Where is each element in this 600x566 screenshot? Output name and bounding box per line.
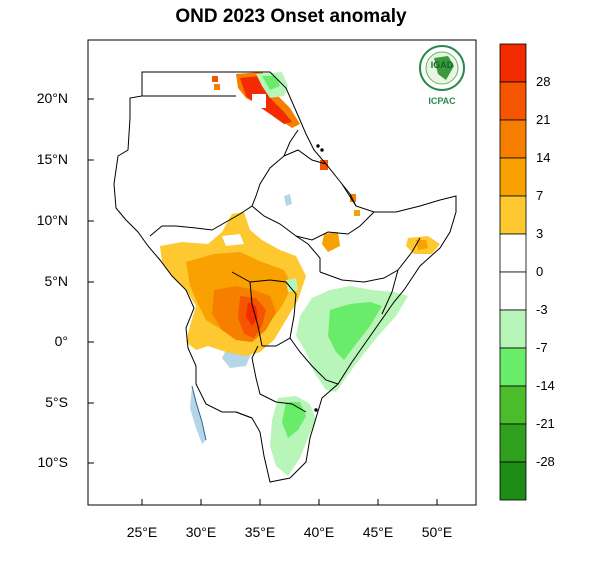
lon-tick-label: 25°E	[126, 524, 158, 540]
colorbar-label: -28	[536, 454, 555, 469]
negative-anomaly-areas	[256, 72, 408, 476]
logo-top-text: IGAD	[431, 60, 454, 70]
igad-logo: IGAD ICPAC	[419, 45, 465, 106]
lon-tick-label: 35°E	[244, 524, 276, 540]
map-title: OND 2023 Onset anomaly	[175, 6, 407, 27]
lon-tick-label: 50°E	[421, 524, 453, 540]
lat-tick-label: 5°N	[44, 273, 69, 289]
lon-tick-label: 30°E	[185, 524, 217, 540]
country-borders	[113, 71, 457, 483]
positive-anomaly-areas	[160, 72, 440, 356]
logo-bottom-text: ICPAC	[428, 96, 456, 106]
colorbar	[499, 43, 527, 501]
colorbar-label: -7	[536, 340, 548, 355]
lat-tick-label: 20°N	[36, 90, 68, 106]
colorbar-label: 3	[536, 226, 544, 241]
axis-ticks	[88, 98, 438, 505]
lat-tick-label: 5°S	[45, 394, 68, 410]
lat-tick-label: 0°	[54, 333, 68, 349]
colorbar-label: 0	[536, 264, 544, 279]
lat-tick-label: 10°N	[36, 212, 68, 228]
colorbar-label: 21	[536, 112, 551, 127]
lon-tick-label: 40°E	[303, 524, 335, 540]
colorbar-label: 7	[536, 188, 544, 203]
colorbar-label: 28	[536, 74, 551, 89]
lat-tick-label: 15°N	[36, 151, 68, 167]
colorbar-label: -3	[536, 302, 548, 317]
colorbar-label: -21	[536, 416, 555, 431]
colorbar-label: 14	[536, 150, 551, 165]
lat-tick-label: 10°S	[37, 454, 68, 470]
colorbar-label: -14	[536, 378, 555, 393]
lon-tick-label: 45°E	[362, 524, 394, 540]
